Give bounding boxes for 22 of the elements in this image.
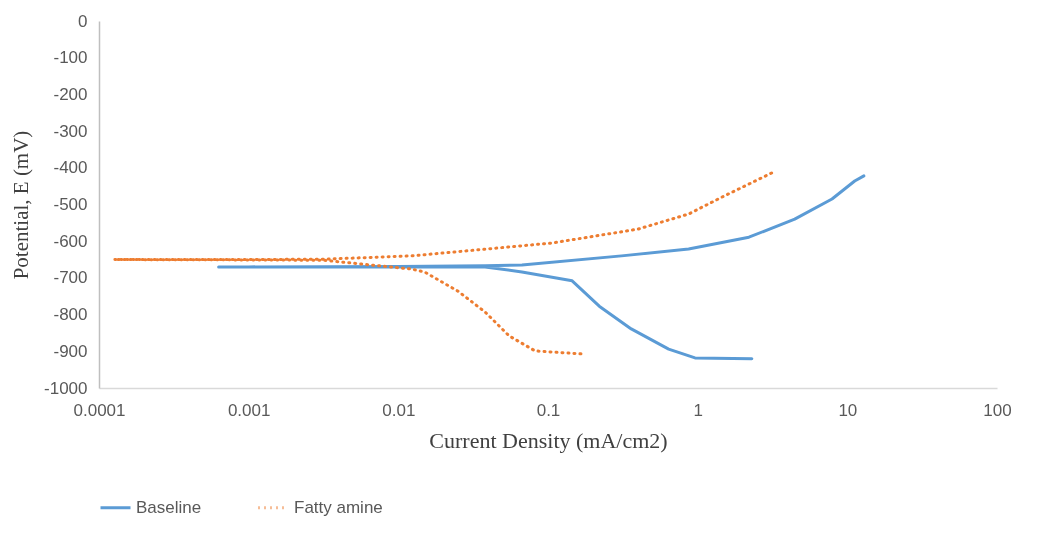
x-tick-label: 100 bbox=[983, 400, 1012, 420]
y-tick-label: -700 bbox=[53, 268, 88, 288]
y-tick-label: -400 bbox=[53, 158, 88, 178]
y-axis-title: Potential, E (mV) bbox=[9, 130, 34, 280]
x-tick-label: 1 bbox=[693, 400, 703, 420]
legend-label: Baseline bbox=[136, 497, 202, 517]
y-tick-label: -300 bbox=[53, 121, 88, 141]
x-tick-label: 10 bbox=[838, 400, 858, 420]
y-tick-label: -600 bbox=[53, 231, 88, 251]
x-tick-label: 0.001 bbox=[227, 400, 271, 420]
x-tick-label: 0.01 bbox=[382, 400, 416, 420]
x-tick-label: 0.1 bbox=[536, 400, 561, 420]
y-tick-label: -900 bbox=[53, 341, 88, 361]
y-tick-label: -1000 bbox=[44, 378, 88, 398]
legend-label: Fatty amine bbox=[294, 497, 383, 517]
x-axis-title: Current Density (mA/cm2) bbox=[429, 427, 668, 453]
y-tick-label: -200 bbox=[53, 84, 88, 104]
y-tick-label: -800 bbox=[53, 305, 88, 325]
y-tick-label: -100 bbox=[53, 48, 88, 68]
y-tick-label: 0 bbox=[78, 11, 88, 31]
y-tick-label: -500 bbox=[53, 195, 88, 214]
x-tick-label: 0.0001 bbox=[73, 400, 126, 420]
